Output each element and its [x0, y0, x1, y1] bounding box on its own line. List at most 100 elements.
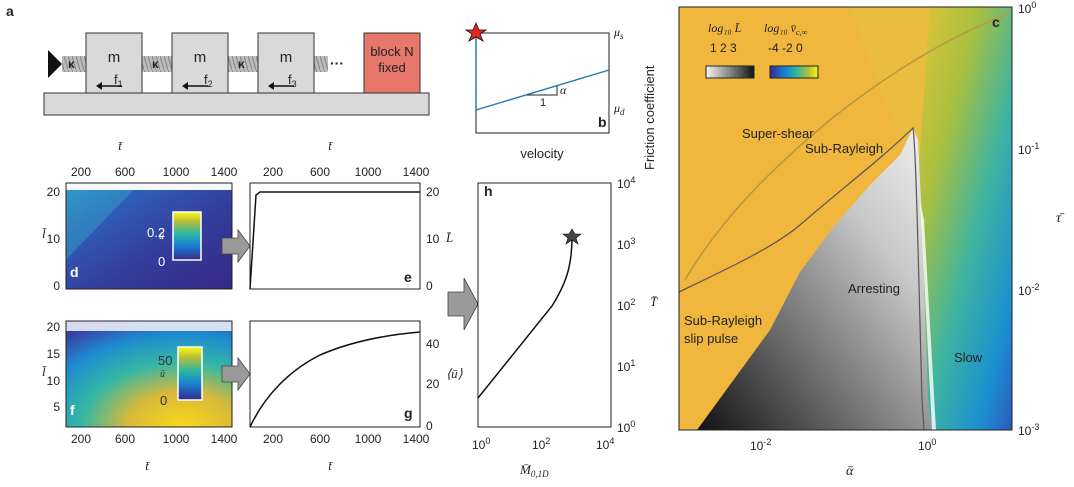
- svg-text:100: 100: [472, 436, 490, 452]
- svg-text:1400: 1400: [211, 165, 238, 179]
- panel-label-d: d: [70, 264, 79, 280]
- slope-triangle: [527, 86, 558, 96]
- svg-text:1400: 1400: [403, 165, 430, 179]
- panel-h-axes: [477, 182, 612, 428]
- svg-text:200: 200: [71, 165, 91, 179]
- panel-c-ytick: 100: [1018, 0, 1036, 16]
- panel-f: l̄ 20 15 10 5 200 600 1000 1400 t̄ ū 50 …: [42, 320, 251, 473]
- fixed-block-line1: block N: [370, 44, 413, 59]
- block-3: m f3: [257, 32, 315, 94]
- legend-L-ticks: 1 2 3: [710, 41, 737, 55]
- panel-b-xlabel: velocity: [520, 146, 564, 161]
- panel-e: t̄ 200 600 1000 1400 20 10 0 L̄ e: [249, 138, 453, 293]
- panel-f-cbar-label: ū: [160, 369, 165, 380]
- svg-text:101: 101: [617, 358, 635, 374]
- region-label-slip-pulse-2: slip pulse: [684, 331, 738, 346]
- panel-g-x-ticks: 200 600 1000 1400: [263, 432, 430, 446]
- panel-f-colorbar: [177, 346, 203, 401]
- panel-h-xlabel: M̄0,1D: [519, 462, 549, 479]
- slope-run: 1: [540, 97, 546, 109]
- panel-g-xlabel: t̄: [328, 458, 333, 473]
- mu-d-label: μd: [613, 101, 625, 117]
- svg-text:600: 600: [310, 432, 330, 446]
- arrow-to-h-icon: [447, 277, 479, 331]
- legend-L-title: log₁₀ L̄: [708, 21, 742, 35]
- panel-f-ylabel: l̄: [42, 364, 47, 379]
- panel-d-cbar-tick: 0: [158, 254, 165, 269]
- region-label-arresting: Arresting: [848, 281, 900, 296]
- panel-c-xtick: 100: [918, 437, 936, 453]
- panel-label-h: h: [484, 183, 493, 199]
- panel-h-ylabel: T̄: [650, 294, 658, 309]
- svg-text:1000: 1000: [163, 165, 190, 179]
- svg-text:1400: 1400: [403, 432, 430, 446]
- panel-c-right-ylabel: τ̄: [1056, 211, 1065, 226]
- panel-g-axes: [249, 320, 421, 428]
- arrow-d-to-e-icon: [221, 228, 251, 264]
- panel-d-colorbar: [172, 211, 202, 261]
- panel-d-ylabel: l̄: [42, 226, 47, 241]
- svg-text:20: 20: [47, 320, 61, 334]
- panel-f-top-band: [66, 321, 232, 331]
- legend-v-colorbar: [769, 65, 819, 79]
- panel-d-axes: [65, 182, 233, 290]
- friction-law-line: [475, 69, 610, 111]
- panel-label-c: c: [992, 14, 1000, 30]
- friction-arrow-icon: [182, 82, 188, 90]
- panel-g-curve: [249, 331, 421, 428]
- svg-text:0: 0: [53, 279, 60, 293]
- svg-text:600: 600: [115, 432, 135, 446]
- spring: [62, 56, 86, 72]
- svg-text:40: 40: [426, 337, 440, 351]
- ellipsis: ···: [330, 55, 344, 71]
- panel-g: 40 20 0 ⟨ū⟩ 200 600 1000 1400 t̄ g: [249, 320, 463, 473]
- svg-text:600: 600: [115, 165, 135, 179]
- mu-s-label: μs: [613, 25, 624, 41]
- panel-c: Friction coefficient log₁₀ L̄ 1 2 3 log₁…: [642, 0, 1065, 479]
- panel-e-axes: [249, 182, 421, 290]
- svg-text:100: 100: [617, 419, 635, 435]
- spring-label: κ: [238, 57, 245, 71]
- spring: [228, 56, 258, 72]
- svg-text:0: 0: [426, 419, 433, 433]
- block-label: m: [108, 49, 121, 66]
- panel-c-ylabel: Friction coefficient: [642, 65, 657, 170]
- panel-label-g: g: [404, 405, 413, 421]
- panel-d-heatmap: [66, 183, 232, 289]
- driver-arrow-icon: [48, 50, 62, 78]
- panel-label-a: a: [6, 3, 14, 19]
- region-label-supershear: Super-shear: [742, 126, 814, 141]
- block-1: m f1: [85, 32, 143, 94]
- panel-b: 1 α μs μd b velocity: [464, 21, 625, 161]
- svg-text:1400: 1400: [211, 432, 238, 446]
- legend-v-ticks: -4 -2 0: [768, 41, 803, 55]
- panel-f-xlabel: t̄: [145, 458, 150, 473]
- panel-d-top-ticks: 200 600 1000 1400: [71, 165, 238, 179]
- panel-d: t̄ 200 600 1000 1400 l̄ 20 10 0 ū 0.2 0 …: [42, 138, 251, 293]
- spring: [314, 56, 328, 72]
- spring: [142, 56, 172, 72]
- panel-f-x-ticks: 200 600 1000 1400: [71, 432, 238, 446]
- panel-d-front: [66, 183, 140, 260]
- svg-text:102: 102: [532, 436, 550, 452]
- svg-text:10: 10: [47, 232, 61, 246]
- panel-h-curve: [477, 236, 573, 399]
- slope-label: α: [560, 83, 567, 97]
- svg-text:600: 600: [310, 165, 330, 179]
- svg-text:10: 10: [426, 232, 440, 246]
- panel-f-heatmap: [66, 321, 232, 427]
- panel-h-y-ticks: 104 103 102 101 100: [617, 175, 635, 435]
- svg-text:1000: 1000: [355, 432, 382, 446]
- panel-f-cbar-tick: 0: [160, 393, 167, 408]
- panel-c-xlabel: ᾱ: [846, 464, 854, 479]
- block-2: m f2: [171, 32, 229, 94]
- friction-arrow-icon: [268, 82, 274, 90]
- panel-label-e: e: [404, 269, 412, 285]
- panel-label-f: f: [70, 402, 75, 418]
- ground-plate: [43, 92, 430, 116]
- svg-text:20: 20: [426, 185, 440, 199]
- friction-label: f3: [288, 72, 297, 89]
- svg-text:104: 104: [617, 175, 635, 191]
- svg-text:104: 104: [596, 436, 614, 452]
